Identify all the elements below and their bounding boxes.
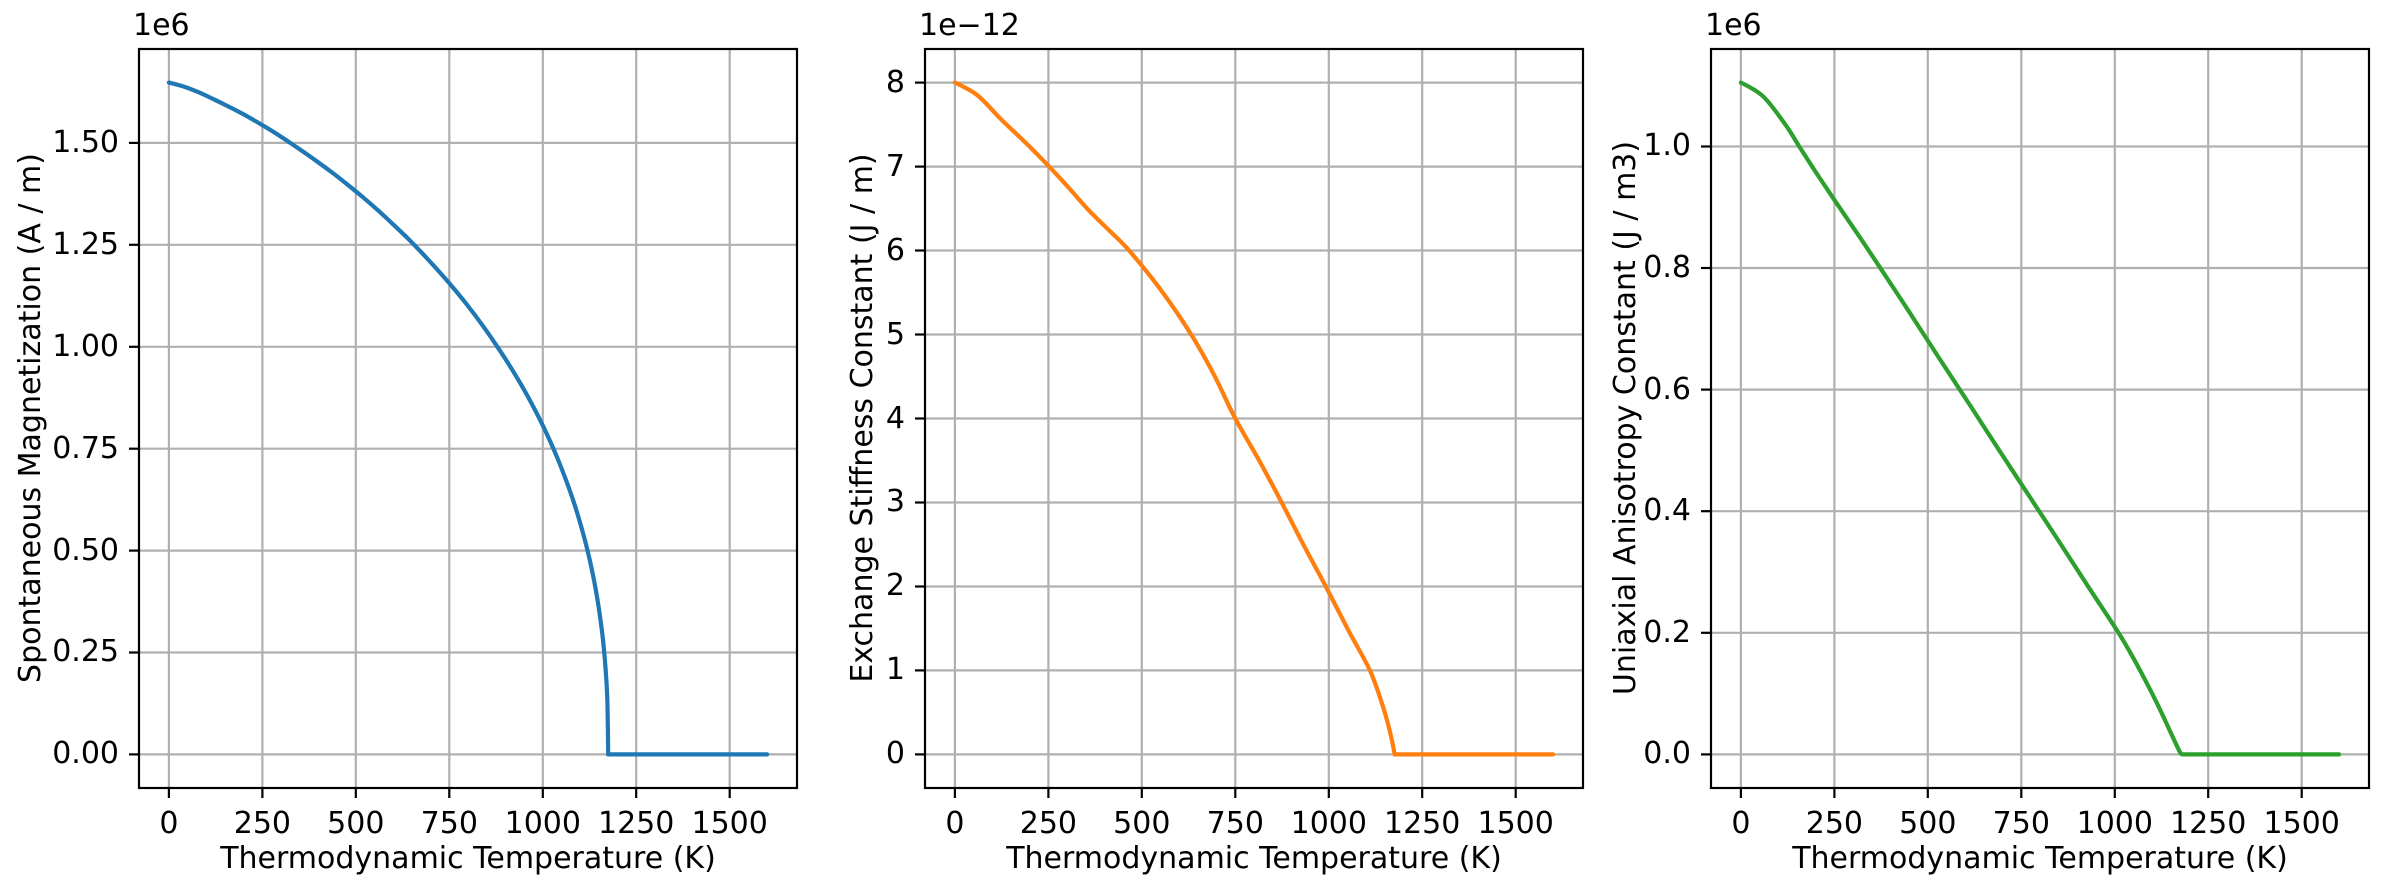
y-tick-label: 0 <box>885 736 905 772</box>
x-tick-label: 1500 <box>691 806 768 841</box>
y-axis-offset-label: 1e−12 <box>919 8 1020 43</box>
x-tick-label: 1250 <box>2170 806 2247 841</box>
y-axis-label: Uniaxial Anisotropy Constant (J / m3) <box>1608 140 1643 696</box>
x-tick-label: 500 <box>327 806 385 841</box>
x-tick-label: 250 <box>1019 806 1078 841</box>
x-tick-label: 1000 <box>2076 806 2153 841</box>
y-tick-label: 0.75 <box>52 430 119 466</box>
x-axis-label: Thermodynamic Temperature (K) <box>1006 841 1502 876</box>
y-tick-label: 1.50 <box>52 124 119 160</box>
y-tick-label: 1.25 <box>52 226 119 262</box>
x-tick-label: 1250 <box>1384 806 1461 841</box>
y-axis-offset-label: 1e6 <box>1705 8 1762 43</box>
x-axis-label: Thermodynamic Temperature (K) <box>1792 841 2288 876</box>
x-tick-label: 1000 <box>504 806 581 841</box>
x-tick-label: 1500 <box>2263 806 2340 841</box>
y-tick-label: 1.0 <box>1643 128 1691 164</box>
x-tick-label: 500 <box>1113 806 1171 841</box>
x-tick-label: 1250 <box>598 806 675 841</box>
exchange-stiffness-curve <box>952 80 1556 757</box>
y-tick-label: 4 <box>885 400 905 436</box>
x-tick-label: 250 <box>1805 806 1864 841</box>
y-tick-label: 8 <box>885 64 905 100</box>
subplot-spontaneous-magnetization <box>129 47 799 798</box>
x-tick-label: 1500 <box>1477 806 1554 841</box>
y-tick-label: 0.00 <box>52 736 119 772</box>
x-tick-label: 0 <box>1731 806 1751 841</box>
x-tick-label: 1000 <box>1290 806 1367 841</box>
y-tick-label: 1.00 <box>52 328 119 364</box>
axes-spine <box>137 47 799 790</box>
y-tick-label: 2 <box>885 568 905 604</box>
subplot-exchange-stiffness <box>915 47 1585 798</box>
axes-spine <box>1709 47 2371 790</box>
y-tick-label: 7 <box>885 148 905 184</box>
x-tick-label: 750 <box>420 806 478 841</box>
x-tick-label: 0 <box>159 806 179 841</box>
x-axis-label: Thermodynamic Temperature (K) <box>220 841 716 876</box>
x-tick-label: 750 <box>1206 806 1264 841</box>
y-tick-label: 0.8 <box>1643 250 1691 286</box>
x-tick-label: 500 <box>1899 806 1957 841</box>
y-tick-label: 0.2 <box>1643 614 1691 650</box>
y-tick-label: 3 <box>885 484 905 520</box>
y-axis-offset-label: 1e6 <box>133 8 190 43</box>
y-tick-label: 1 <box>885 652 905 688</box>
y-tick-label: 0.6 <box>1643 371 1691 407</box>
y-tick-label: 5 <box>885 316 905 352</box>
y-tick-label: 6 <box>885 232 905 268</box>
uniaxial-anisotropy-curve <box>1738 80 2342 757</box>
y-tick-label: 0.0 <box>1643 736 1691 772</box>
x-tick-label: 250 <box>233 806 292 841</box>
spontaneous-magnetization-curve <box>166 80 770 757</box>
subplot-uniaxial-anisotropy <box>1701 47 2371 798</box>
y-tick-label: 0.25 <box>52 634 119 670</box>
x-tick-label: 0 <box>945 806 965 841</box>
y-tick-label: 0.4 <box>1643 493 1691 529</box>
y-tick-label: 0.50 <box>52 532 119 568</box>
x-tick-label: 750 <box>1992 806 2050 841</box>
